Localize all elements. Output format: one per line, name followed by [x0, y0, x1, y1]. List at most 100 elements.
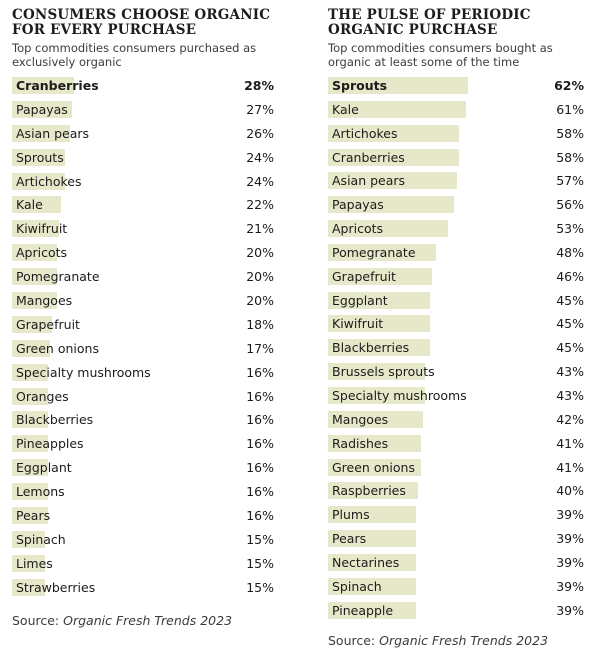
value-label: 41%: [556, 459, 584, 475]
category-label: Kale: [16, 197, 43, 213]
bar: [12, 77, 75, 94]
value-label: 16%: [246, 364, 274, 380]
bar: [12, 268, 57, 286]
bar-row: Spinach 39%: [328, 575, 584, 599]
category-label: Spinach: [332, 578, 382, 594]
value-label: 15%: [246, 555, 274, 571]
bar: [12, 315, 53, 333]
value-label: 16%: [246, 484, 274, 500]
bar: [12, 339, 50, 357]
bar-row: Kiwifruit 21%: [12, 217, 274, 241]
value-label: 16%: [246, 460, 274, 476]
category-label: Pomegranate: [16, 269, 100, 285]
value-label: 56%: [556, 197, 584, 213]
value-label: 39%: [556, 507, 584, 523]
bar: [328, 363, 426, 381]
bar: [328, 291, 430, 309]
bar: [12, 387, 48, 405]
bar: [328, 100, 466, 118]
value-label: 42%: [556, 411, 584, 427]
bar-row: Papayas 56%: [328, 193, 584, 217]
bar: [12, 220, 59, 238]
category-label: Kiwifruit: [16, 221, 68, 237]
bar-row: Green onions 41%: [328, 456, 584, 480]
value-label: 45%: [556, 316, 584, 332]
bar-row: Sprouts 24%: [12, 146, 274, 170]
category-label: Strawberries: [16, 579, 96, 595]
bar: [328, 148, 459, 166]
bar: [12, 459, 48, 477]
value-label: 18%: [246, 316, 274, 332]
category-label: Apricots: [16, 245, 68, 261]
bar: [12, 148, 66, 166]
category-label: Eggplant: [332, 292, 388, 308]
left-source-note: Source: Organic Fresh Trends 2023: [12, 613, 232, 628]
category-label: Papayas: [332, 197, 384, 213]
category-label: Kale: [332, 101, 359, 117]
bar-row: Apricots 20%: [12, 241, 274, 265]
bar: [328, 553, 417, 571]
right-source-label: Source:: [328, 633, 380, 648]
right-chart-panel: THE PULSE OF PERIODIC ORGANIC PURCHASE T…: [328, 8, 584, 622]
bar-row: Cranberries 28%: [12, 74, 274, 98]
category-label: Green onions: [16, 340, 99, 356]
bar-row: Radishes 41%: [328, 432, 584, 456]
left-chart-panel: CONSUMERS CHOOSE ORGANIC FOR EVERY PURCH…: [12, 8, 274, 600]
category-label: Brussels sprouts: [332, 364, 435, 380]
category-label: Eggplant: [16, 460, 72, 476]
bar: [328, 410, 423, 428]
bar-row: Pomegranate 48%: [328, 241, 584, 265]
bar: [328, 220, 448, 238]
bar-row: Pomegranate 20%: [12, 265, 274, 289]
bar-row: Kale 61%: [328, 98, 584, 122]
bar: [12, 507, 48, 525]
bar: [12, 363, 48, 381]
bar: [12, 196, 61, 214]
category-label: Limes: [16, 555, 53, 571]
bar-row: Eggplant 16%: [12, 456, 274, 480]
category-label: Mangoes: [332, 411, 389, 427]
category-label: Artichokes: [332, 125, 398, 141]
category-label: Mangoes: [16, 293, 73, 309]
bar-row: Kiwifruit 45%: [328, 312, 584, 336]
category-label: Blackberries: [16, 412, 94, 428]
value-label: 17%: [246, 340, 274, 356]
bar-row: Raspberries 40%: [328, 479, 584, 503]
category-label: Nectarines: [332, 554, 400, 570]
value-label: 57%: [556, 173, 584, 189]
bar-row: Asian pears 26%: [12, 122, 274, 146]
bar-row: Spinach 15%: [12, 528, 274, 552]
bar: [328, 124, 459, 142]
value-label: 22%: [246, 197, 274, 213]
category-label: Blackberries: [332, 340, 410, 356]
value-label: 40%: [556, 483, 584, 499]
bar: [328, 172, 457, 190]
bar: [12, 411, 48, 429]
category-label: Artichokes: [16, 173, 82, 189]
category-label: Raspberries: [332, 483, 406, 499]
bar: [12, 578, 46, 596]
bar-row: Mangoes 20%: [12, 289, 274, 313]
bar-row: Strawberries 15%: [12, 576, 274, 600]
bar: [328, 243, 437, 261]
value-label: 61%: [556, 101, 584, 117]
right-chart-title: THE PULSE OF PERIODIC ORGANIC PURCHASE: [328, 7, 531, 38]
bar-row: Blackberries 45%: [328, 336, 584, 360]
bar: [328, 482, 419, 500]
bar-row: Lemons 16%: [12, 480, 274, 504]
category-label: Cranberries: [16, 78, 99, 93]
bar-row: Grapefruit 46%: [328, 265, 584, 289]
bar: [328, 339, 430, 357]
value-label: 21%: [246, 221, 274, 237]
value-label: 26%: [246, 125, 274, 141]
bar-row: Artichokes 58%: [328, 122, 584, 146]
bar-row: Cranberries 58%: [328, 146, 584, 170]
category-label: Specialty mushrooms: [16, 364, 151, 380]
bar: [12, 530, 46, 548]
value-label: 62%: [554, 78, 584, 93]
bar: [328, 77, 468, 94]
value-label: 16%: [246, 412, 274, 428]
value-label: 16%: [246, 436, 274, 452]
bar-row: Green onions 17%: [12, 337, 274, 361]
bar: [328, 577, 417, 595]
